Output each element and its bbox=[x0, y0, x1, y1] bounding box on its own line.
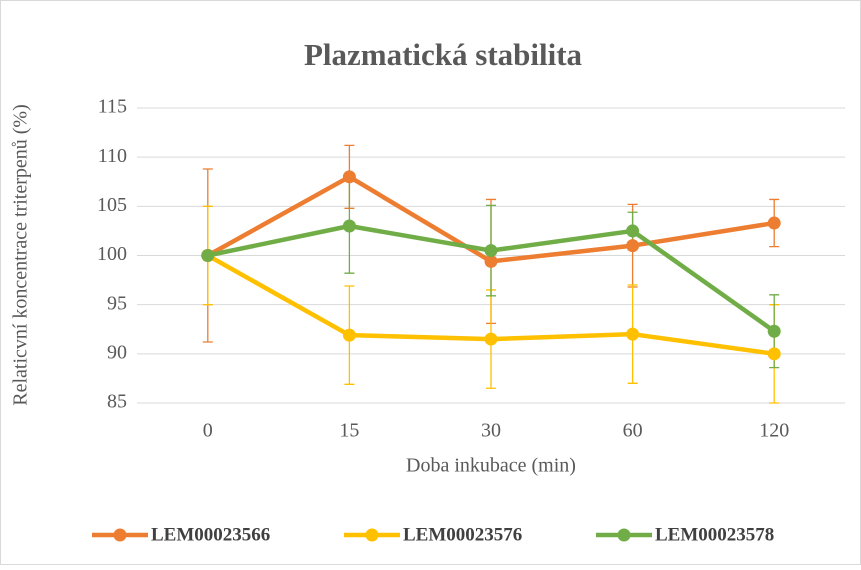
legend-label: LEM00023576 bbox=[403, 524, 522, 545]
legend-marker bbox=[617, 528, 631, 542]
data-point bbox=[201, 249, 215, 262]
y-tick-label: 105 bbox=[97, 194, 127, 216]
y-tick-label: 110 bbox=[98, 145, 127, 167]
data-point bbox=[626, 239, 640, 253]
x-tick-label: 15 bbox=[339, 420, 359, 442]
x-tick-label: 60 bbox=[623, 420, 643, 442]
x-axis-label: Doba inkubace (min) bbox=[406, 455, 576, 477]
legend-label: LEM00023566 bbox=[151, 524, 270, 545]
legend-label: LEM00023578 bbox=[655, 524, 774, 545]
data-point bbox=[767, 324, 781, 338]
data-point bbox=[484, 244, 498, 258]
chart-title: Plazmatická stabilita bbox=[304, 37, 583, 72]
y-axis-label: Relaticvní koncentrace triterpenů (%) bbox=[10, 104, 32, 406]
x-tick-label: 120 bbox=[759, 420, 789, 442]
y-tick-label: 85 bbox=[107, 391, 127, 413]
data-point bbox=[626, 224, 640, 238]
data-point bbox=[484, 254, 498, 268]
x-tick-label: 0 bbox=[203, 420, 213, 442]
x-tick-label: 30 bbox=[481, 420, 501, 442]
data-point bbox=[342, 328, 356, 342]
data-point bbox=[767, 216, 781, 230]
data-point bbox=[342, 170, 356, 184]
y-tick-label: 95 bbox=[107, 292, 127, 314]
data-point bbox=[626, 327, 640, 341]
y-tick-label: 115 bbox=[98, 96, 127, 118]
data-point bbox=[484, 332, 498, 346]
data-point bbox=[342, 219, 356, 233]
y-tick-label: 100 bbox=[97, 243, 127, 265]
data-point bbox=[767, 347, 781, 361]
legend-marker bbox=[113, 528, 127, 542]
y-tick-label: 90 bbox=[107, 341, 127, 363]
legend-marker bbox=[365, 528, 379, 542]
